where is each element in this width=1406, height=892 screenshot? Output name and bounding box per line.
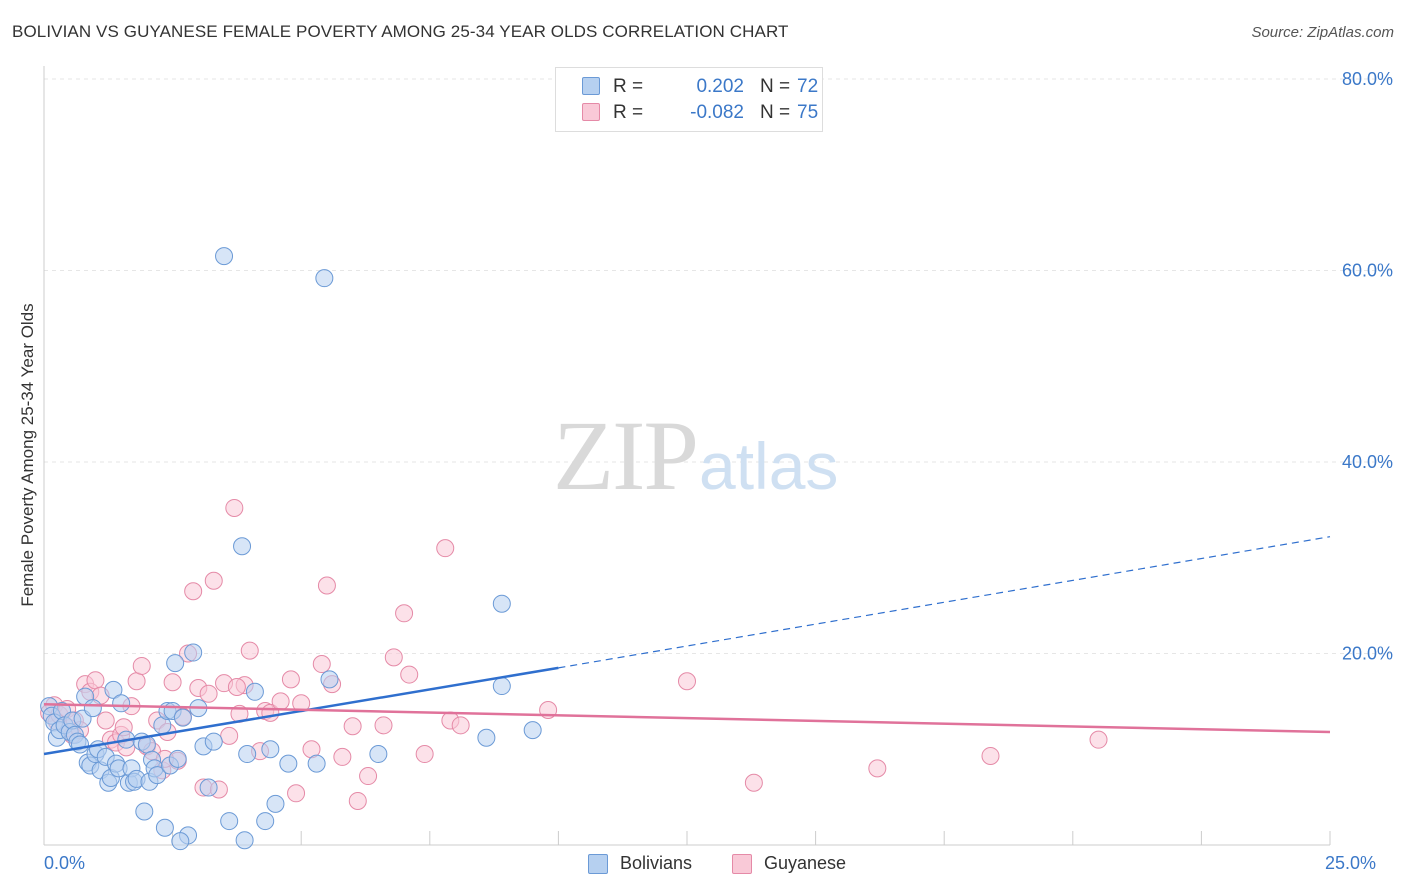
guyanese-point: [271, 692, 290, 711]
bolivians-point: [155, 818, 174, 837]
y-axis-label: Female Poverty Among 25-34 Year Olds: [18, 303, 37, 607]
guyanese-point: [204, 571, 223, 590]
bolivians-point: [315, 269, 334, 288]
guyanese-point: [184, 582, 203, 601]
legend-r-label: R =: [613, 76, 644, 97]
guyanese-point: [348, 791, 367, 810]
guyanese-point: [227, 678, 246, 697]
guyanese-point: [415, 745, 434, 764]
bolivians-point: [233, 537, 252, 556]
bolivians-point: [166, 654, 185, 673]
guyanese-point: [868, 759, 887, 778]
guyanese-point: [384, 648, 403, 667]
bolivians-point: [369, 745, 388, 764]
guyanese-point: [317, 576, 336, 595]
bolivians-point: [477, 728, 496, 747]
bolivians-swatch: [582, 77, 600, 95]
correlation-legend: R = 0.202 N = 72 R = -0.082 N = 75: [555, 67, 823, 132]
legend-n-label: N =: [760, 102, 791, 123]
bolivians-point: [256, 812, 275, 831]
guyanese-trend-line: [43, 702, 1331, 734]
bolivians-point: [238, 745, 257, 764]
bolivians-point: [204, 732, 223, 751]
bolivians-point: [320, 670, 339, 689]
bolivians-point: [184, 643, 203, 662]
y-tick-labels: 20.0% 40.0% 60.0% 80.0%: [1342, 69, 1393, 664]
guyanese-swatch: [582, 103, 600, 121]
guyanese-point: [225, 498, 244, 517]
guyanese-point: [287, 784, 306, 803]
guyanese-point: [343, 717, 362, 736]
chart-title: BOLIVIAN VS GUYANESE FEMALE POVERTY AMON…: [12, 22, 789, 41]
guyanese-point: [281, 670, 300, 689]
bolivians-legend-swatch: [588, 854, 608, 874]
guyanese-point: [981, 746, 1000, 765]
legend-n-value: 72: [797, 76, 819, 97]
legend-n-label: N =: [760, 76, 791, 97]
guyanese-point: [333, 747, 352, 766]
guyanese-point: [199, 684, 218, 703]
guyanese-point: [678, 672, 696, 691]
bolivians-points: [40, 247, 542, 851]
guyanese-point: [374, 716, 393, 735]
bolivians-point: [168, 749, 187, 768]
guyanese-legend-swatch: [732, 854, 752, 874]
bolivians-point: [104, 680, 123, 699]
x-tick-label-min: 0.0%: [44, 853, 86, 873]
bolivians-point: [279, 754, 298, 773]
legend-r-value: -0.082: [690, 102, 744, 123]
bolivians-trend-extension: [558, 536, 1331, 669]
legend-n-value: 75: [797, 102, 819, 123]
guyanese-point: [744, 773, 763, 792]
guyanese-point: [96, 711, 115, 730]
bolivians-point: [266, 794, 285, 813]
bolivians-point: [235, 831, 254, 850]
guyanese-point: [86, 671, 105, 690]
bolivians-point: [135, 802, 154, 821]
guyanese-point: [312, 655, 331, 674]
bolivians-point: [215, 247, 234, 266]
bolivians-point: [148, 766, 167, 785]
guyanese-point: [240, 641, 259, 660]
bolivians-legend-label: Bolivians: [620, 853, 693, 873]
y-tick-label: 40.0%: [1342, 452, 1393, 472]
guyanese-point: [220, 726, 239, 745]
bolivians-point: [199, 778, 218, 797]
bolivians-point: [492, 677, 511, 696]
gridlines: [44, 78, 1393, 654]
bolivians-point: [112, 694, 131, 713]
guyanese-point: [395, 604, 414, 623]
bolivians-point: [307, 754, 326, 773]
legend-r-label: R =: [613, 102, 644, 123]
guyanese-point: [400, 665, 419, 684]
legend-r-value: 0.202: [696, 76, 744, 97]
source-label: Source: ZipAtlas.com: [1251, 24, 1394, 41]
bolivians-point: [492, 594, 511, 613]
bolivians-point: [245, 682, 264, 701]
guyanese-point: [127, 672, 146, 691]
bolivians-point: [173, 708, 192, 727]
bolivians-point: [83, 699, 102, 718]
bolivians-point: [261, 740, 280, 759]
y-tick-label: 80.0%: [1342, 69, 1393, 89]
bolivians-point: [220, 812, 239, 831]
guyanese-point: [1089, 730, 1108, 749]
bolivians-point: [71, 735, 90, 754]
guyanese-point: [451, 716, 470, 735]
guyanese-point: [163, 673, 182, 692]
guyanese-point: [132, 656, 151, 675]
bolivians-point: [171, 832, 190, 851]
guyanese-point: [359, 767, 378, 786]
bolivians-point: [523, 721, 542, 740]
trend-lines: [43, 536, 1331, 756]
y-tick-label: 20.0%: [1342, 644, 1393, 664]
x-tick-label-max: 25.0%: [1325, 853, 1377, 873]
guyanese-point: [436, 539, 455, 558]
guyanese-legend-label: Guyanese: [764, 853, 847, 873]
y-tick-label: 60.0%: [1342, 261, 1393, 281]
